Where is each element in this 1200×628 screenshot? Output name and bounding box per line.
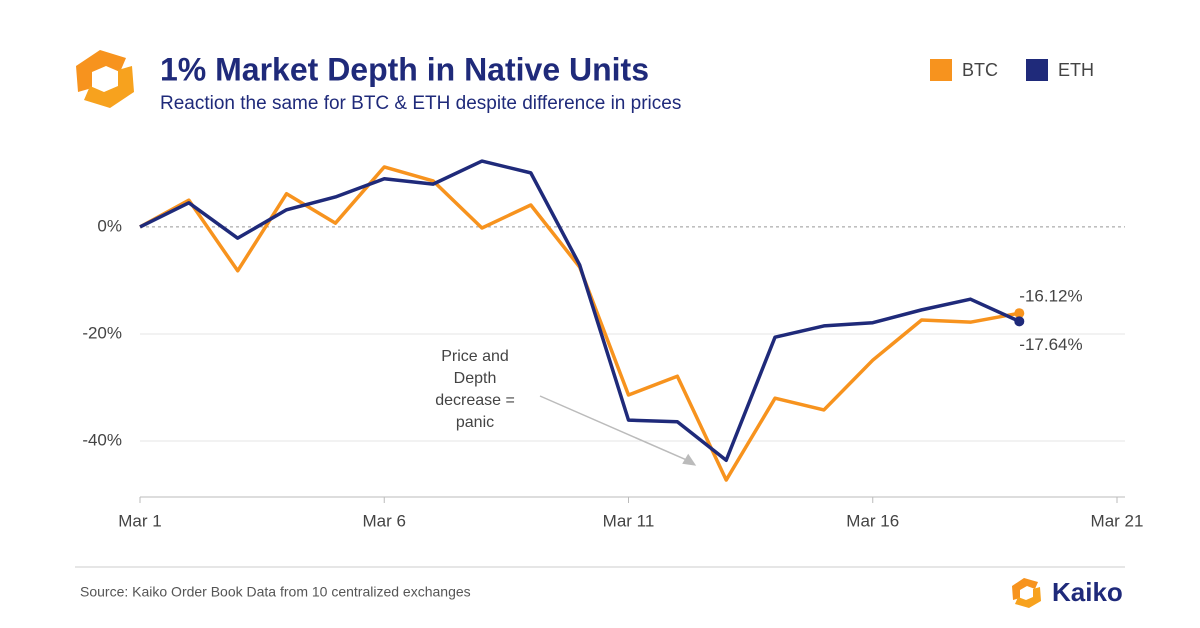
brand: Kaiko	[1052, 577, 1123, 607]
data-label: -16.12%	[1019, 287, 1082, 306]
y-tick-label: 0%	[97, 216, 122, 235]
x-tick-label: Mar 21	[1091, 511, 1144, 530]
x-tick-label: Mar 11	[603, 511, 655, 530]
annotation-text: Depth	[454, 370, 497, 387]
y-tick-label: -20%	[82, 323, 122, 342]
x-tick-label: Mar 16	[846, 511, 899, 530]
series-line	[139, 165, 1020, 482]
annotation-text: decrease =	[435, 392, 515, 409]
end-point	[1014, 308, 1025, 319]
x-tick-label: Mar 6	[363, 511, 406, 530]
brand-icon	[1012, 578, 1041, 608]
y-tick-label: -40%	[82, 430, 122, 449]
series-line	[139, 159, 1021, 462]
source: Source: Kaiko Order Book Data from 10 ce…	[80, 584, 471, 600]
legend-label: BTC	[962, 60, 998, 80]
annotation-arrowhead	[682, 453, 697, 466]
annotation-arrow	[539, 395, 689, 462]
legend-swatch	[930, 59, 952, 81]
x-tick-label: Mar 1	[118, 511, 161, 530]
chart-subtitle: Reaction the same for BTC & ETH despite …	[160, 93, 681, 114]
annotation-text: panic	[456, 414, 494, 431]
legend-label: ETH	[1058, 60, 1094, 80]
legend-swatch	[1026, 59, 1048, 81]
data-label: -17.64%	[1019, 335, 1082, 354]
logo-icon	[76, 50, 134, 108]
end-point	[1014, 316, 1025, 327]
chart-title: 1% Market Depth in Native Units	[160, 51, 649, 87]
annotation-text: Price and	[441, 348, 509, 365]
